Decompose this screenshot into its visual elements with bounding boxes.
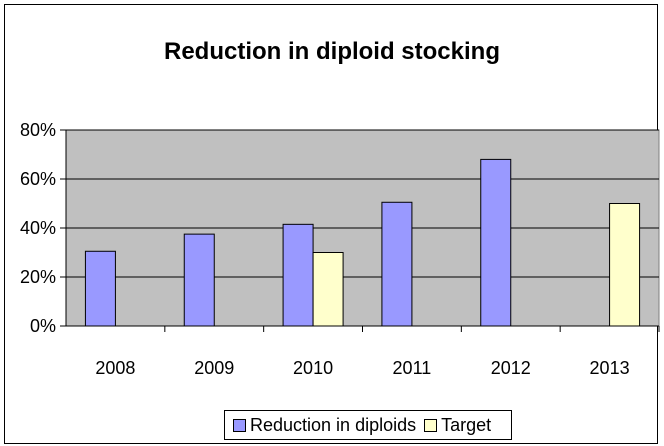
legend-swatch-target — [424, 418, 438, 432]
axes — [60, 129, 660, 332]
bar-reduction — [282, 223, 314, 327]
x-tick-label: 2008 — [95, 358, 135, 378]
x-tick-label: 2009 — [194, 358, 234, 378]
x-tick-label: 2011 — [393, 358, 432, 378]
legend-label-target: Target — [441, 414, 492, 435]
y-tick-label: 20% — [20, 267, 56, 287]
bar-reduction — [183, 233, 215, 327]
y-tick-label: 0% — [30, 316, 56, 336]
bar-target — [312, 252, 344, 327]
y-tick-label: 60% — [20, 169, 56, 189]
bar-reduction — [381, 201, 413, 327]
bar-reduction — [480, 158, 512, 327]
legend-label-reduction: Reduction in diploids — [250, 414, 417, 435]
x-tick-label: 2010 — [293, 358, 333, 378]
bar-reduction — [84, 250, 116, 327]
legend-item-reduction: Reduction in diploids — [233, 415, 416, 436]
chart-title: Reduction in diploid stocking — [164, 38, 500, 65]
y-tick-label: 40% — [20, 218, 56, 238]
bars — [84, 158, 641, 327]
x-tick-label: 2013 — [590, 358, 630, 378]
bar-target — [609, 203, 641, 327]
tick-labels: 0% 20% 40% 60% 80% 2008 2009 2010 2011 2012 2013 — [20, 120, 630, 378]
gridlines — [66, 129, 659, 278]
y-tick-label: 80% — [20, 120, 56, 140]
legend: Reduction in diploids Target — [224, 410, 512, 440]
x-tick-label: 2012 — [491, 358, 531, 378]
legend-swatch-reduction — [233, 418, 246, 432]
legend-item-target: Target — [424, 415, 491, 436]
